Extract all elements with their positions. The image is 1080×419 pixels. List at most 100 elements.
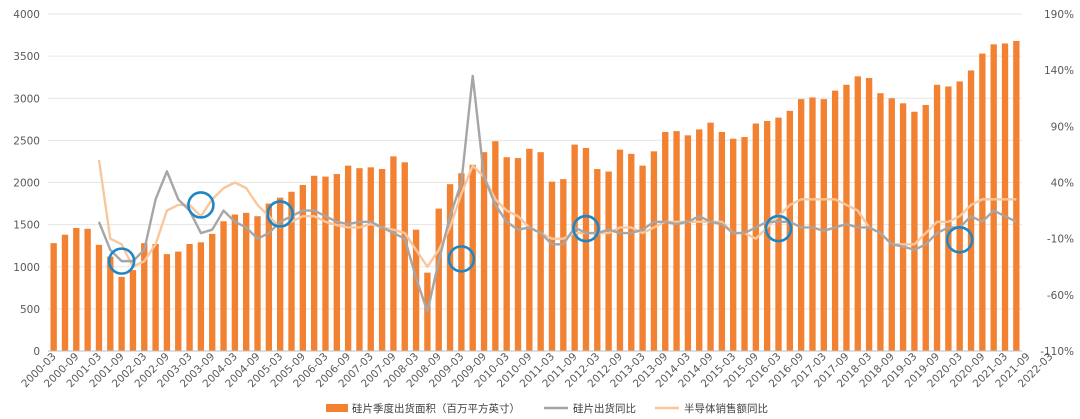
bar: [322, 176, 329, 351]
bar: [797, 99, 805, 351]
bar: [888, 98, 895, 351]
right-tick-label: -110%: [1040, 346, 1074, 358]
bar: [1001, 43, 1009, 352]
bar: [299, 185, 306, 351]
legend-label-wafer-yoy: 硅片出货同比: [573, 402, 636, 415]
bar: [265, 203, 273, 351]
bar: [378, 169, 386, 351]
bar: [277, 197, 284, 351]
right-tick-label: -60%: [1047, 290, 1074, 302]
bar: [197, 242, 205, 351]
gridlines: [48, 13, 1022, 310]
bar: [231, 214, 239, 351]
bar: [639, 165, 646, 351]
bar: [412, 229, 420, 351]
left-axis: 0 500 1000 1500 2000 2500 3000 3500 4000: [13, 9, 40, 358]
legend-swatch-wafer-area: [326, 404, 348, 412]
bar: [854, 76, 861, 351]
bar: [775, 117, 782, 351]
bar: [288, 191, 295, 351]
left-tick-label: 2500: [13, 135, 40, 147]
bar: [945, 86, 952, 351]
bar: [61, 234, 69, 351]
x-axis: 2000-032000-092001-032001-092002-032002-…: [19, 350, 1055, 390]
bar: [514, 158, 522, 351]
bar: [582, 147, 590, 351]
annotation-circle: [945, 225, 974, 254]
bar: [446, 184, 454, 351]
bar: [186, 244, 193, 351]
bar: [571, 144, 578, 351]
bar: [560, 179, 567, 351]
bar: [435, 208, 442, 351]
bar: [537, 152, 544, 351]
bar: [175, 251, 182, 351]
bar: [50, 243, 57, 351]
bar: [107, 256, 114, 351]
annotation-circle: [447, 245, 476, 273]
right-axis: -110% -60% -10% 40% 90% 140% 190%: [1040, 9, 1074, 358]
left-tick-label: 3500: [13, 51, 40, 63]
bar: [843, 84, 850, 352]
bar: [163, 254, 171, 351]
line-semi-sales-yoy: [97, 159, 1017, 268]
left-tick-label: 1500: [13, 220, 40, 232]
right-tick-label: -10%: [1047, 234, 1074, 246]
left-tick-label: 1000: [13, 262, 40, 274]
bar: [492, 141, 499, 351]
bar: [662, 131, 669, 351]
bar: [73, 227, 80, 351]
bar: [84, 228, 91, 351]
bar: [877, 93, 884, 351]
bar: [831, 90, 839, 351]
bar: [696, 129, 703, 351]
bar: [684, 135, 692, 351]
bar: [628, 153, 635, 351]
bar: [503, 157, 510, 351]
bar: [526, 148, 533, 351]
bar: [1013, 40, 1020, 352]
bar: [152, 244, 159, 351]
bar: [390, 156, 397, 351]
bar: [356, 168, 363, 351]
bar: [548, 181, 556, 351]
bar: [333, 174, 340, 351]
bar: [209, 233, 216, 351]
bar: [990, 44, 997, 352]
bar: [605, 171, 612, 351]
annotation-circle: [107, 247, 136, 275]
bar: [220, 221, 227, 351]
line-wafer-shipment-yoy: [97, 74, 1017, 313]
annotation-circle: [572, 214, 600, 243]
bar: [480, 152, 488, 351]
bar: [129, 270, 137, 351]
left-tick-label: 2000: [13, 178, 40, 190]
legend-label-wafer-area: 硅片季度出货面积（百万平方英寸）: [352, 402, 520, 415]
right-tick-label: 190%: [1044, 9, 1074, 21]
bar: [243, 212, 250, 351]
bar: [458, 173, 465, 351]
bar: [344, 165, 352, 351]
bar: [979, 53, 986, 351]
annotation-circle: [266, 200, 294, 228]
left-tick-label: 500: [20, 304, 40, 316]
bar: [141, 243, 148, 351]
left-tick-label: 4000: [13, 9, 40, 21]
left-tick-label: 3000: [13, 93, 40, 105]
bar: [911, 111, 918, 351]
bar: [922, 104, 929, 352]
bar: [967, 70, 975, 351]
bar: [730, 138, 737, 351]
bar: [673, 131, 680, 351]
bar: [933, 84, 941, 352]
bar: [741, 137, 748, 351]
bar: [616, 149, 624, 351]
bar: [367, 167, 374, 351]
bar: [820, 99, 827, 351]
bar: [310, 175, 318, 351]
bar: [401, 162, 408, 351]
bar: [718, 131, 726, 351]
bar-series-wafer-area: [50, 40, 1020, 352]
legend-label-semi-yoy: 半导体销售额同比: [684, 402, 768, 415]
